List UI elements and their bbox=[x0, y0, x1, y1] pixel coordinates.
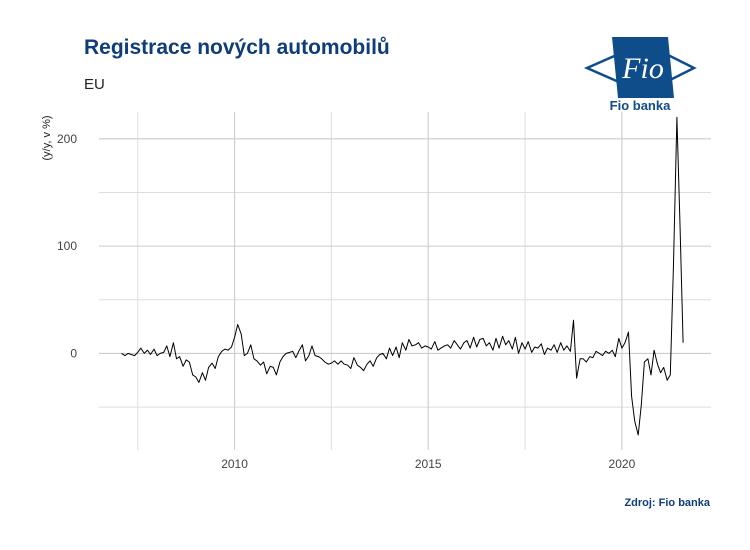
logo-name: Fio banka bbox=[610, 98, 671, 113]
y-tick-label: 200 bbox=[57, 132, 77, 146]
source-caption: Zdroj: Fio banka bbox=[624, 497, 710, 509]
logo-mark: Fio bbox=[621, 52, 664, 85]
grid bbox=[99, 112, 711, 450]
y-tick-label: 0 bbox=[70, 346, 77, 360]
y-tick-label: 100 bbox=[57, 239, 77, 253]
x-tick-label: 2010 bbox=[221, 457, 248, 471]
series bbox=[121, 116, 684, 436]
x-tick-label: 2015 bbox=[415, 457, 442, 471]
axes: 2010 2015 2020 0 100 200 bbox=[57, 132, 636, 471]
y-axis-label: (y/y, v %) bbox=[41, 115, 53, 160]
logo-diamond-shape bbox=[612, 37, 674, 98]
chart-title: Registrace nových automobilů bbox=[84, 36, 390, 59]
series-line bbox=[121, 116, 684, 436]
x-tick-label: 2020 bbox=[609, 457, 636, 471]
chart-subtitle: EU bbox=[84, 76, 105, 93]
fio-banka-logo-icon: Fio Fio banka bbox=[583, 37, 697, 113]
